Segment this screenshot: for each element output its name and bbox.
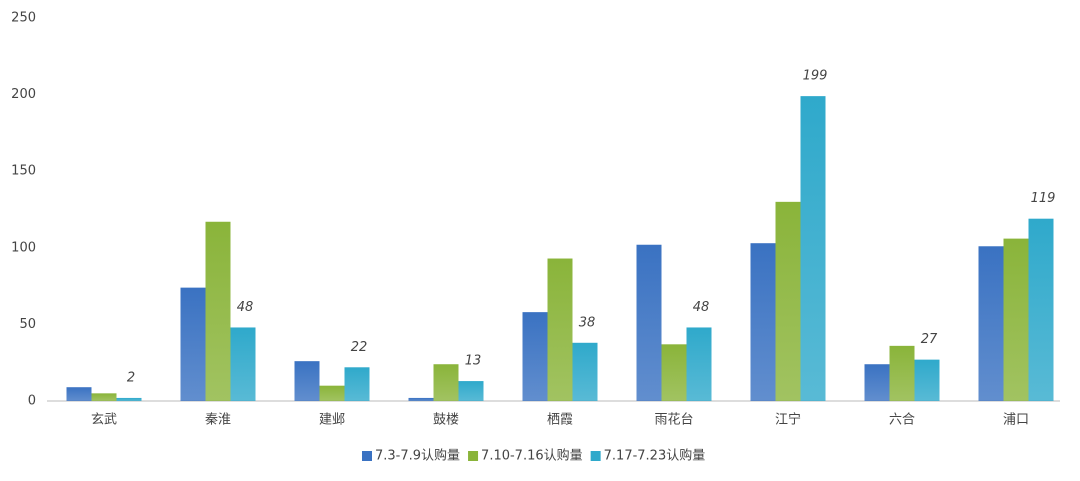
bar: [66, 387, 92, 401]
bar: [408, 397, 434, 401]
value-label: 2: [127, 370, 135, 385]
value-label: 48: [693, 300, 710, 315]
y-tick-label: 200: [11, 87, 36, 102]
y-tick-label: 50: [19, 317, 36, 332]
value-label: 22: [351, 340, 368, 355]
bar: [661, 344, 687, 401]
bar: [1003, 238, 1029, 401]
legend-swatch: [590, 451, 601, 461]
y-tick-label: 250: [11, 11, 36, 26]
x-tick-label: 鼓楼: [433, 413, 459, 428]
bar: [1028, 218, 1054, 401]
bar: [572, 342, 598, 401]
x-tick-label: 秦淮: [205, 413, 231, 428]
bar: [750, 243, 776, 401]
value-label: 27: [921, 332, 938, 347]
legend-label: 7.10-7.16认购量: [481, 448, 583, 464]
y-tick-label: 150: [11, 164, 36, 179]
bar: [547, 258, 573, 401]
bar: [180, 287, 206, 401]
legend-swatch: [468, 451, 479, 461]
bar: [889, 345, 915, 401]
x-tick-label: 建邺: [319, 413, 345, 428]
bar: [686, 327, 712, 401]
bar: [522, 312, 548, 401]
value-label: 13: [465, 354, 482, 369]
legend-swatch: [362, 451, 372, 461]
bar: [319, 385, 345, 401]
legend-label: 7.3-7.9认购量: [375, 448, 460, 464]
bar: [914, 359, 940, 401]
bar: [636, 244, 662, 401]
bar: [864, 364, 890, 401]
x-tick-label: 雨花台: [654, 412, 693, 428]
value-label: 119: [1031, 191, 1056, 206]
value-label: 38: [579, 315, 596, 330]
bar: [775, 201, 801, 401]
value-label: 199: [803, 69, 828, 84]
legend-label: 7.17-7.23认购量: [604, 448, 706, 464]
bar: [458, 381, 484, 401]
x-tick-label: 栖霞: [547, 413, 573, 428]
x-tick-label: 浦口: [1003, 413, 1029, 428]
bar: [116, 397, 142, 401]
y-tick-label: 0: [28, 394, 36, 409]
bar: [978, 246, 1004, 401]
bar: [344, 367, 370, 401]
bar: [433, 364, 459, 401]
y-tick-label: 100: [11, 240, 36, 255]
value-label: 48: [237, 300, 254, 315]
x-tick-label: 六合: [889, 413, 915, 428]
bar: [205, 221, 231, 401]
x-tick-label: 江宁: [775, 412, 801, 428]
bar: [294, 361, 320, 401]
bar: [800, 96, 826, 401]
x-tick-label: 玄武: [91, 413, 117, 428]
bar: [230, 327, 256, 401]
bar: [91, 393, 117, 401]
